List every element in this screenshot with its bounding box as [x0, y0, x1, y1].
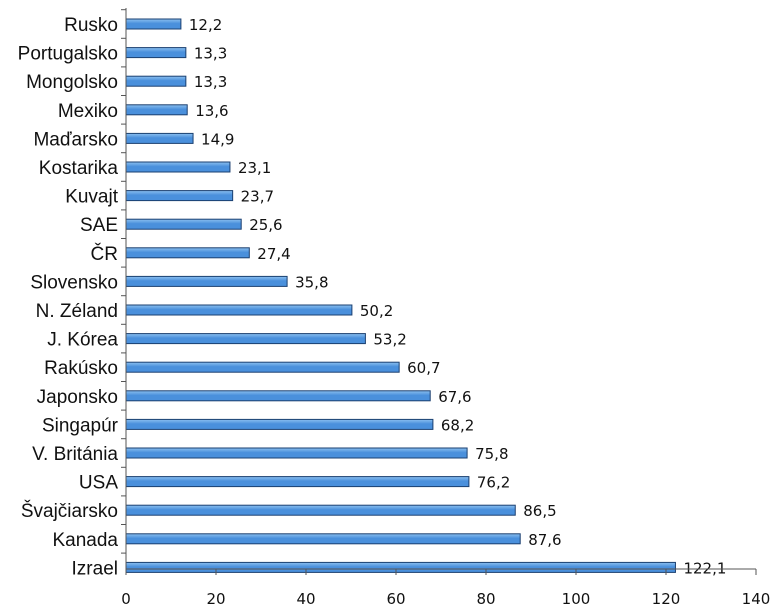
- bar-11: [125, 333, 366, 345]
- x-tick-label: 20: [206, 590, 225, 608]
- bar-9: [125, 275, 288, 287]
- bar-14: [125, 418, 434, 430]
- value-label: 13,3: [194, 45, 227, 63]
- value-label: 76,2: [477, 474, 510, 492]
- category-label: Izrael: [72, 558, 118, 579]
- category-label: ČR: [91, 243, 118, 265]
- value-label: 35,8: [295, 273, 328, 291]
- category-label: Mexiko: [58, 101, 118, 122]
- value-label: 50,2: [360, 302, 393, 320]
- value-label: 122,1: [683, 559, 726, 577]
- x-tick-label: 100: [562, 590, 591, 608]
- bar-0: [125, 18, 182, 30]
- value-label: 67,6: [438, 388, 471, 406]
- value-label: 27,4: [257, 245, 290, 263]
- category-label: USA: [79, 473, 118, 494]
- category-label: J. Kórea: [47, 330, 118, 351]
- value-label: 86,5: [523, 502, 556, 520]
- category-label: Kostarika: [39, 158, 119, 179]
- category-label: Švajčiarsko: [21, 500, 118, 522]
- value-label: 12,2: [189, 16, 222, 34]
- value-label: 14,9: [201, 130, 234, 148]
- category-labels: Rusko Portugalsko Mongolsko Mexiko Maďarsko K…: [18, 15, 119, 579]
- bar-6: [125, 190, 234, 202]
- bar-15: [125, 447, 468, 459]
- category-label: Maďarsko: [33, 129, 118, 150]
- category-label: Rusko: [64, 15, 118, 36]
- value-label: 75,8: [475, 445, 508, 463]
- bar-13: [125, 390, 431, 402]
- bar-17: [125, 504, 516, 516]
- bar-12: [125, 361, 400, 373]
- category-label: SAE: [80, 215, 118, 236]
- bar-4: [125, 132, 194, 144]
- value-label: 68,2: [441, 416, 474, 434]
- category-label: Slovensko: [30, 272, 118, 293]
- value-label: 23,1: [238, 159, 271, 177]
- category-label: Mongolsko: [26, 72, 118, 93]
- value-label: 25,6: [249, 216, 282, 234]
- category-label: Kanada: [52, 530, 118, 551]
- bar-7: [125, 218, 242, 230]
- value-labels: 12,2 13,3 13,3 13,6 14,923,1 23,7 25,6 27,4 35,8…: [189, 16, 727, 577]
- category-label: N. Zéland: [36, 301, 118, 322]
- bar-2: [125, 75, 187, 87]
- value-label: 13,6: [195, 102, 228, 120]
- x-tick-label: 140: [742, 590, 771, 608]
- axes: 0 20 40 60 80 100 120 140: [121, 8, 770, 608]
- category-label: Rakúsko: [44, 358, 118, 379]
- bar-18: [125, 533, 521, 545]
- bar-19: [125, 561, 676, 573]
- x-tick-label: 40: [296, 590, 315, 608]
- x-tick-label: 0: [121, 590, 131, 608]
- category-label: V. Británia: [32, 444, 118, 465]
- value-label: 87,6: [528, 531, 561, 549]
- value-label: 13,3: [194, 73, 227, 91]
- category-label: Kuvajt: [65, 187, 119, 208]
- bar-3: [125, 104, 188, 116]
- category-label: Japonsko: [37, 387, 118, 408]
- category-label: Singapúr: [42, 415, 119, 436]
- bars-group: [125, 18, 676, 573]
- value-label: 23,7: [241, 188, 274, 206]
- value-label: 53,2: [373, 331, 406, 349]
- x-tick-label: 120: [652, 590, 681, 608]
- bar-5: [125, 161, 231, 173]
- bar-8: [125, 247, 250, 259]
- category-label: Portugalsko: [18, 44, 118, 65]
- x-tick-label: 80: [476, 590, 495, 608]
- bar-10: [125, 304, 353, 316]
- bar-16: [125, 476, 470, 488]
- value-label: 60,7: [407, 359, 440, 377]
- bar-1: [125, 47, 187, 59]
- x-tick-label: 60: [386, 590, 405, 608]
